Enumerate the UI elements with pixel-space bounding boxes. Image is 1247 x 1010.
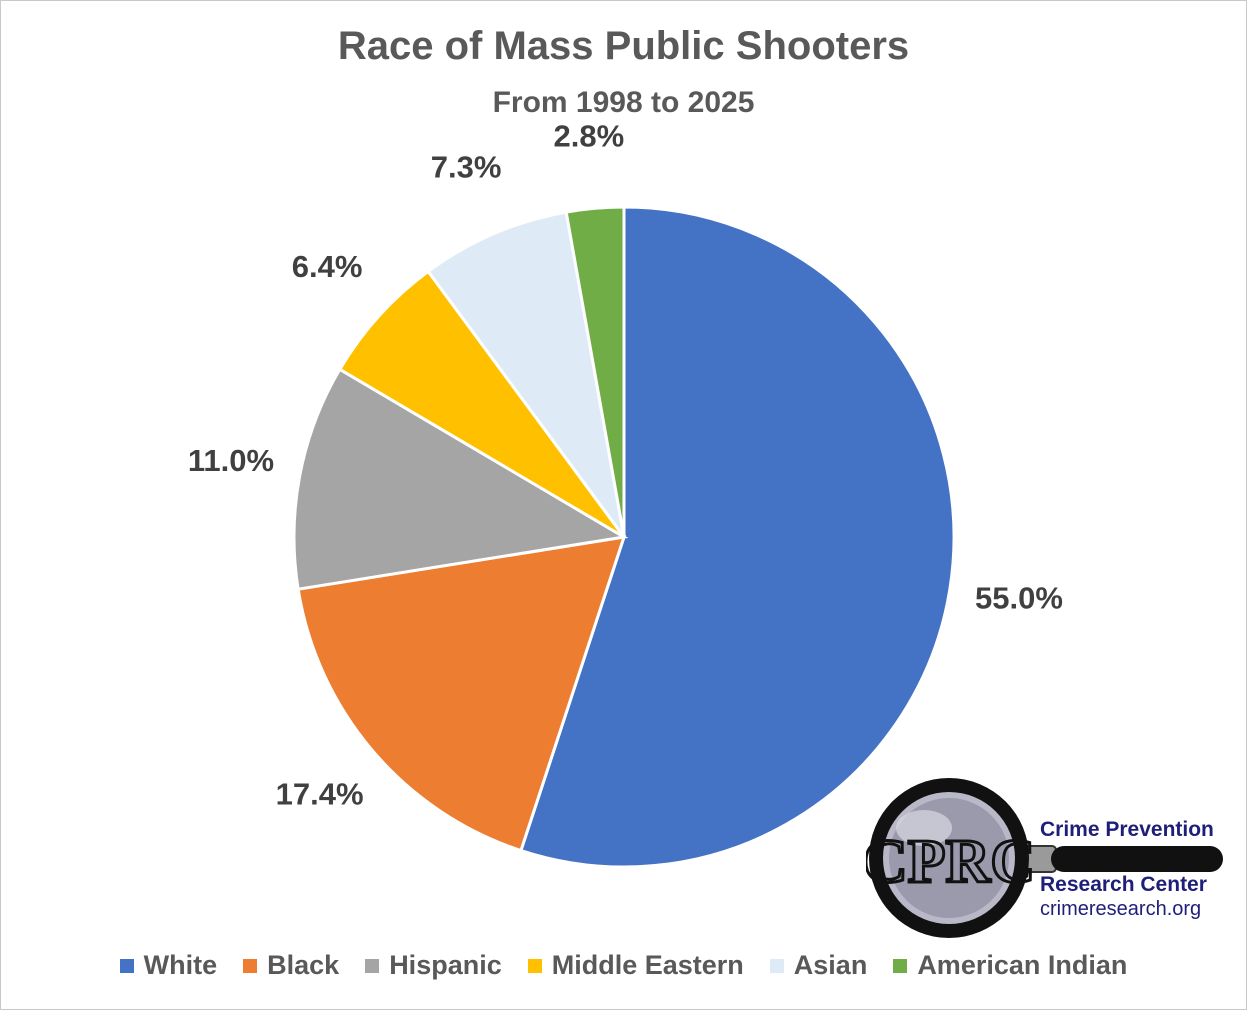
legend-label: American Indian (917, 950, 1128, 980)
pie-slice-white (519, 205, 956, 869)
legend-swatch (769, 958, 784, 973)
legend-label: Middle Eastern (551, 950, 744, 980)
data-label-middle-eastern: 6.4% (292, 249, 363, 284)
pie-slice-hispanic (292, 367, 629, 591)
legend-swatch (119, 958, 134, 973)
legend-label: White (143, 950, 218, 980)
legend-swatch (365, 958, 380, 973)
pie-slice-american-indian (564, 205, 626, 538)
legend-item-black: Black (243, 950, 339, 981)
pie-slice-asian (426, 210, 626, 538)
chart-title: Race of Mass Public Shooters (337, 24, 910, 68)
legend-item-asian: Asian (769, 950, 868, 981)
logo-name-line1: Crime Prevention (1040, 818, 1214, 841)
data-label-asian: 7.3% (431, 150, 502, 185)
legend-item-white: White (119, 950, 218, 981)
magnifying-glass-icon: CPRC (866, 778, 1223, 938)
legend-label: Asian (793, 950, 868, 980)
data-label-american-indian: 2.8% (553, 119, 624, 154)
pie-slice-black (296, 535, 627, 853)
chart-legend: White Black Hispanic Middle Eastern Asian Ame… (0, 950, 1247, 981)
legend-swatch (527, 958, 542, 973)
legend-swatch (893, 958, 908, 973)
data-label-white: 55.0% (975, 580, 1063, 615)
logo-monogram: CPRC (866, 828, 1035, 896)
legend-swatch (243, 958, 258, 973)
legend-label: Black (267, 950, 340, 980)
logo-url: crimeresearch.org (1040, 898, 1202, 920)
chart-subtitle: From 1998 to 2025 (492, 86, 755, 119)
legend-label: Hispanic (389, 950, 502, 980)
data-label-black: 17.4% (276, 777, 364, 812)
data-label-hispanic: 11.0% (188, 443, 274, 478)
pie-slice-middle-eastern (337, 269, 626, 539)
legend-item-american-indian: American Indian (893, 950, 1127, 981)
legend-item-hispanic: Hispanic (365, 950, 502, 981)
legend-item-middle-eastern: Middle Eastern (527, 950, 744, 981)
logo-name-line2: Research Center (1040, 873, 1207, 896)
